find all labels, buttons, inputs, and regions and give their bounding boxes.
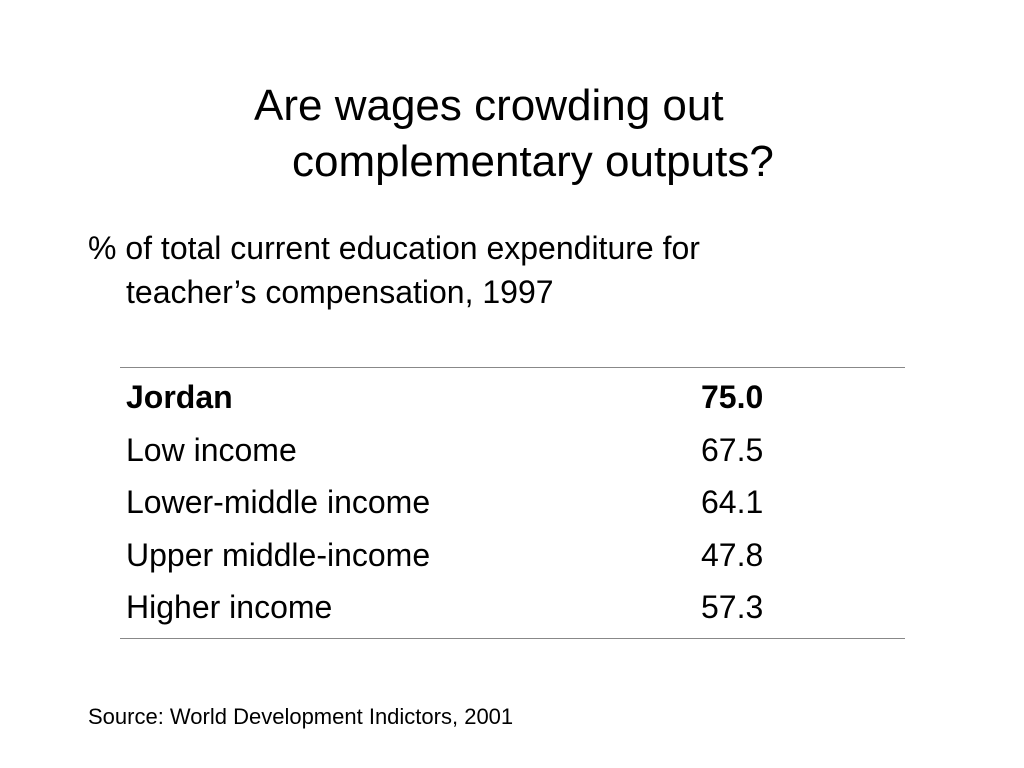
table-row: Lower-middle income 64.1 [120,476,905,529]
table-row: Higher income 57.3 [120,581,905,638]
table-row: Low income 67.5 [120,424,905,477]
title-line-2: complementary outputs? [292,137,774,186]
row-value: 47.8 [701,536,764,573]
source-note: Source: World Development Indictors, 200… [88,704,514,729]
row-value: 67.5 [701,431,764,468]
caption-line-1: % of total current education expenditure… [88,230,700,266]
caption-line-2: teacher’s compensation, 1997 [126,274,554,310]
row-label: Jordan [126,379,233,415]
row-value: 75.0 [701,379,764,415]
table-caption: % of total current education expenditure… [88,226,888,314]
row-label: Higher income [126,589,333,625]
row-value: 64.1 [701,484,764,520]
expenditure-table: Jordan 75.0 Low income 67.5 Lower-middle… [120,367,905,639]
row-value: 57.3 [701,589,764,625]
row-label: Low income [126,431,297,468]
slide-title: Are wages crowding out complementary out… [254,78,954,190]
row-label: Upper middle-income [126,536,431,573]
title-line-1: Are wages crowding out [254,81,724,130]
table-row: Upper middle-income 47.8 [120,529,905,582]
row-label: Lower-middle income [126,484,431,520]
table-row: Jordan 75.0 [120,368,905,424]
